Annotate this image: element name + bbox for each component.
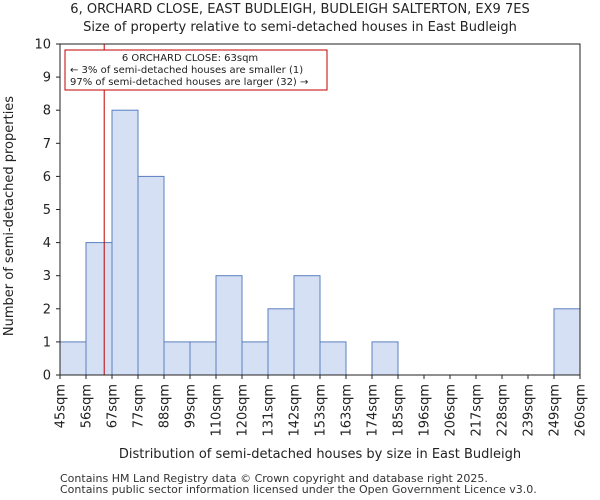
x-tick-label: 99sqm <box>184 384 199 428</box>
annotation-larger: 97% of semi-detached houses are larger (… <box>70 77 308 88</box>
histogram-chart: 6, ORCHARD CLOSE, EAST BUDLEIGH, BUDLEIG… <box>2 2 589 462</box>
x-tick-label: 77sqm <box>132 384 147 428</box>
x-tick-label: 239sqm <box>522 384 537 437</box>
y-tick-label: 0 <box>43 369 51 384</box>
x-tick-label: 153sqm <box>314 384 329 437</box>
annotation-box <box>64 49 328 91</box>
y-tick-label: 10 <box>34 38 51 53</box>
x-tick-label: 88sqm <box>158 384 173 428</box>
x-tick-label: 260sqm <box>574 384 589 437</box>
bar-120sqm <box>241 341 269 376</box>
y-tick-label: 1 <box>43 335 51 350</box>
x-tick-label: 110sqm <box>210 384 225 437</box>
marker-annotation: 6 ORCHARD CLOSE: 63sqm ← 3% of semi-deta… <box>64 49 328 91</box>
bar-67sqm <box>111 109 139 376</box>
x-tick-label: 67sqm <box>106 384 121 428</box>
y-tick-label: 5 <box>43 203 51 218</box>
y-tick-label: 8 <box>43 104 51 119</box>
x-tick-label: 206sqm <box>444 384 459 437</box>
x-tick-label: 45sqm <box>54 384 69 428</box>
y-tick-label: 4 <box>43 236 51 251</box>
y-tick-label: 9 <box>43 71 51 86</box>
footer: Contains HM Land Registry data © Crown c… <box>60 473 537 495</box>
bar-174sqm <box>371 341 399 376</box>
bar-153sqm <box>319 341 347 376</box>
y-tick-label: 2 <box>43 302 51 317</box>
bar-110sqm <box>215 275 243 376</box>
footer-line-2: Contains public sector information licen… <box>60 483 537 496</box>
x-tick-label: 142sqm <box>288 384 303 437</box>
x-tick-label: 131sqm <box>262 384 277 437</box>
x-tick-label: 120sqm <box>236 384 251 437</box>
x-tick-label: 163sqm <box>340 384 355 437</box>
annotation-smaller: ← 3% of semi-detached houses are smaller… <box>70 65 303 76</box>
y-tick-label: 3 <box>43 269 51 284</box>
x-tick-label: 217sqm <box>470 384 485 437</box>
plot-frame <box>59 43 581 376</box>
x-tick-label: 196sqm <box>418 384 433 437</box>
x-axis-label: Distribution of semi-detached houses by … <box>119 447 521 462</box>
annotation-title: 6 ORCHARD CLOSE: 63sqm <box>122 53 258 64</box>
bar-249sqm <box>553 308 581 376</box>
bar-56sqm <box>85 242 113 376</box>
bar-99sqm <box>189 341 217 376</box>
x-tick-label: 228sqm <box>496 384 511 437</box>
y-tick-label: 7 <box>43 137 51 152</box>
bar-142sqm <box>293 275 321 376</box>
x-tick-label: 185sqm <box>392 384 407 437</box>
x-tick-label: 56sqm <box>80 384 95 428</box>
bar-131sqm <box>267 308 295 376</box>
chart-subtitle: Size of property relative to semi-detach… <box>83 20 517 35</box>
y-tick-label: 6 <box>43 170 51 185</box>
bar-45sqm <box>59 341 87 376</box>
footer-line-1: Contains HM Land Registry data © Crown c… <box>60 472 488 485</box>
x-tick-label: 249sqm <box>548 384 563 437</box>
bar-77sqm <box>137 175 165 376</box>
chart-title: 6, ORCHARD CLOSE, EAST BUDLEIGH, BUDLEIG… <box>70 2 529 17</box>
x-tick-label: 174sqm <box>366 384 381 437</box>
y-axis-label: Number of semi-detached properties <box>2 96 17 336</box>
bar-88sqm <box>163 341 191 376</box>
